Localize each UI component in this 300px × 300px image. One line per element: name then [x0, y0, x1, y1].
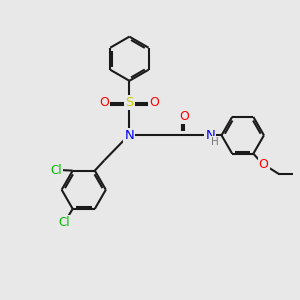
Text: O: O	[99, 96, 109, 110]
Text: O: O	[149, 96, 159, 110]
Text: N: N	[206, 129, 215, 142]
Text: O: O	[259, 158, 269, 171]
Text: Cl: Cl	[50, 164, 62, 176]
Text: N: N	[124, 129, 134, 142]
Text: S: S	[125, 96, 134, 110]
Text: Cl: Cl	[58, 216, 70, 229]
Text: H: H	[212, 137, 219, 147]
Text: O: O	[179, 110, 189, 123]
